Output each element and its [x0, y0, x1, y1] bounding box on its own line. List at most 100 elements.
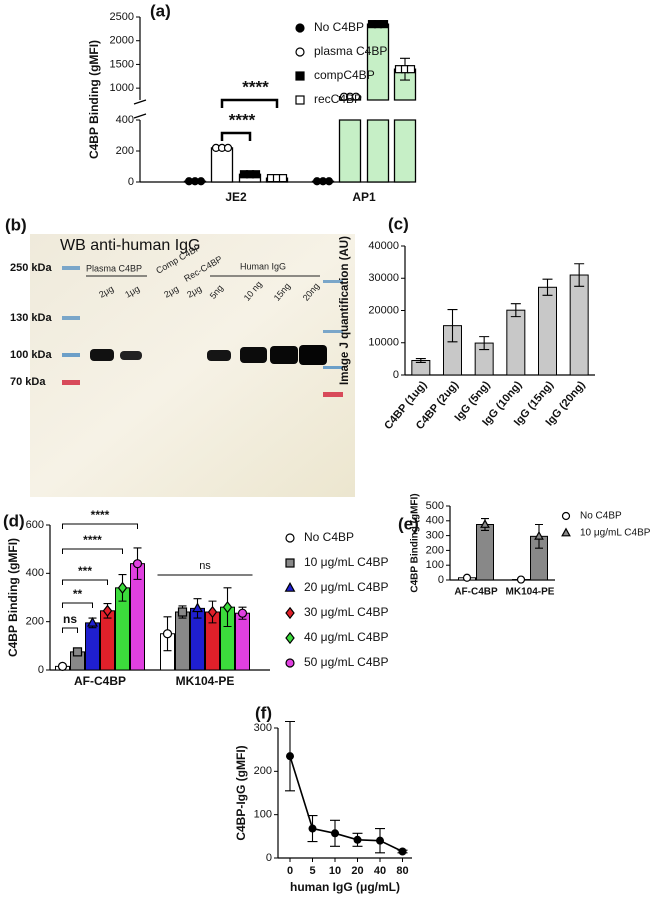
significance-bracket: [220, 131, 252, 141]
marker: [462, 573, 472, 582]
ladder-band: [62, 266, 80, 270]
group-label: Plasma C4BP: [86, 263, 142, 273]
size-marker: 250 kDa: [10, 262, 52, 274]
band: [90, 349, 114, 361]
marker: [516, 575, 526, 584]
marker: [162, 629, 173, 639]
band: [207, 350, 231, 361]
x-tick-label: MK104-PE: [176, 674, 235, 688]
marker: [561, 527, 571, 537]
y-tick-label: 200: [116, 145, 134, 157]
y-tick-label: 0: [38, 664, 44, 676]
marker: [379, 20, 389, 29]
size-marker: 130 kDa: [10, 312, 52, 324]
panel-label: (f): [255, 703, 272, 722]
x-tick-label: 5: [309, 865, 315, 877]
significance-label: ****: [242, 77, 269, 96]
y-axis-label: C4BP-IgG (gMFI): [234, 745, 248, 840]
bar: [506, 309, 526, 376]
y-tick-label: 10000: [368, 337, 399, 349]
y-tick-label: 300: [254, 722, 272, 734]
y-axis-label: C4BP Binding (gMFI): [87, 40, 101, 159]
y-tick-label: 200: [254, 765, 272, 777]
ladder-band: [62, 316, 80, 320]
significance-bracket: [62, 523, 138, 529]
ladder-band: [323, 280, 343, 283]
bar: [569, 274, 589, 376]
x-tick-label: 80: [396, 865, 408, 877]
legend-label: plasma C4BP: [314, 44, 387, 58]
marker: [196, 177, 206, 186]
y-tick-label: 200: [426, 544, 444, 556]
panel-label: (c): [388, 214, 409, 233]
marker: [207, 605, 218, 619]
significance-label: ****: [229, 110, 256, 129]
legend-label: 20 μg/mL C4BP: [304, 580, 389, 594]
band: [120, 351, 142, 360]
x-tick-label: 40: [374, 865, 386, 877]
marker: [102, 604, 113, 617]
size-marker: 100 kDa: [10, 349, 52, 361]
significance-label: ***: [78, 564, 92, 578]
y-tick-label: 2000: [110, 35, 134, 47]
point: [398, 847, 407, 856]
y-axis: [133, 17, 147, 182]
y-tick-label: 20000: [368, 304, 399, 316]
bar: [210, 147, 234, 183]
x-axis-label: human IgG (μg/mL): [290, 880, 400, 894]
group-label: Human IgG: [240, 261, 286, 271]
y-tick-label: 400: [116, 114, 134, 126]
marker: [72, 647, 83, 657]
marker: [57, 661, 68, 671]
legend-label: 40 μg/mL C4BP: [304, 630, 389, 644]
y-tick-label: 400: [26, 567, 44, 579]
y-tick-label: 400: [426, 515, 444, 527]
y-tick-label: 30000: [368, 272, 399, 284]
y-tick-label: 0: [128, 176, 134, 188]
point: [353, 835, 362, 844]
y-tick-label: 0: [438, 574, 444, 586]
marker: [222, 600, 233, 614]
line: [289, 755, 403, 853]
legend-label: No C4BP: [314, 20, 364, 34]
y-tick-label: 0: [393, 369, 399, 381]
y-tick-label: 2500: [110, 11, 134, 23]
y-tick-label: 40000: [368, 240, 399, 252]
ladder-band: [62, 380, 80, 385]
blot-title: WB anti-human IgG: [60, 237, 201, 254]
band: [240, 347, 267, 363]
band: [299, 345, 327, 365]
marker: [251, 170, 261, 179]
error-bar: [479, 336, 490, 351]
significance-bracket: [62, 602, 93, 608]
marker: [295, 95, 305, 105]
legend-label: compC4BP: [314, 68, 375, 82]
y-axis-label: C4BP Binding (gMFI): [410, 493, 421, 592]
error-bar: [447, 308, 458, 343]
point: [286, 752, 294, 761]
y-axis-label: C4BP Binding (gMFI): [6, 538, 20, 657]
x-tick-label: 0: [287, 865, 293, 877]
point: [308, 824, 317, 833]
error-bar: [574, 263, 585, 287]
marker: [285, 658, 295, 668]
x-tick-label: JE2: [225, 190, 247, 204]
panel-label: (d): [3, 511, 25, 530]
point: [376, 836, 384, 845]
marker: [295, 47, 305, 57]
legend-label: 30 μg/mL C4BP: [304, 605, 389, 619]
marker: [324, 177, 334, 186]
y-tick-label: 1000: [110, 82, 134, 94]
significance-bracket: [220, 98, 279, 108]
marker: [480, 519, 490, 528]
x-tick-label: MK104-PE: [506, 587, 555, 598]
x-tick-label: 10: [329, 865, 341, 877]
marker: [117, 581, 128, 595]
y-tick-label: 100: [254, 809, 272, 821]
y-tick-label: 600: [26, 519, 44, 531]
error-bar: [542, 278, 553, 296]
ladder-band: [323, 330, 343, 333]
significance-bracket: [62, 627, 78, 633]
x-tick-label: AF-C4BP: [74, 674, 126, 688]
